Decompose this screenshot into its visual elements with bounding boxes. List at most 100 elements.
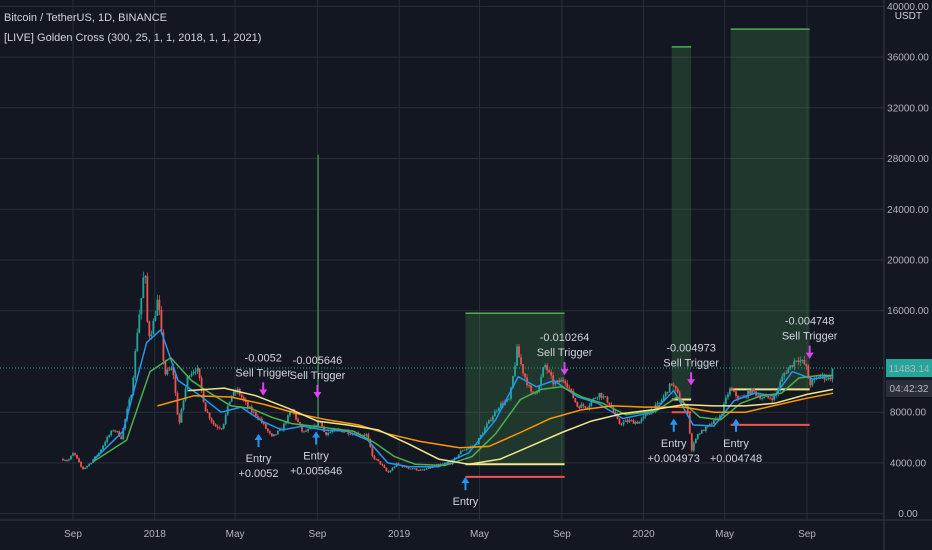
entry-label: Entry: [661, 438, 687, 450]
candle-body: [700, 429, 703, 434]
candle-body: [425, 468, 428, 470]
indicator-legend[interactable]: [LIVE] Golden Cross (300, 25, 1, 1, 2018…: [4, 32, 262, 44]
candle-body: [608, 402, 611, 405]
candle-body: [670, 383, 673, 385]
candle-body: [262, 422, 265, 424]
candle-body: [590, 401, 593, 406]
candle-body: [188, 376, 191, 377]
candle-body: [765, 395, 768, 398]
candle-body: [383, 465, 386, 468]
candle-body: [317, 421, 320, 427]
candle-body: [415, 468, 418, 471]
sell-arrow-icon: [259, 389, 268, 396]
candle-body: [413, 468, 416, 470]
candle-body: [512, 376, 514, 388]
candle-body: [704, 426, 707, 432]
candle-body: [461, 450, 464, 452]
ma-line-1: [92, 328, 834, 468]
candle-body: [242, 397, 245, 400]
candle-body: [230, 395, 233, 402]
candle-body: [172, 367, 175, 376]
candle-body: [554, 382, 557, 385]
candle-body: [708, 423, 711, 426]
candle-body: [735, 391, 737, 397]
candle-body: [721, 413, 723, 416]
candle-body: [365, 434, 368, 436]
candle-body: [686, 406, 689, 414]
candle-body: [305, 430, 307, 432]
candle-body: [206, 411, 209, 413]
symbol-title[interactable]: Bitcoin / TetherUS, 1D, BINANCE: [4, 12, 168, 24]
candle-body: [309, 428, 311, 430]
candle-body: [379, 461, 382, 465]
candle-body: [785, 373, 788, 374]
candle-body: [160, 309, 163, 333]
candle-body: [465, 448, 468, 450]
candle-body: [642, 416, 645, 419]
candle-body: [606, 396, 609, 403]
candle-body: [114, 430, 117, 432]
candle-body: [240, 394, 243, 398]
candle-body: [698, 433, 701, 435]
candle-body: [475, 444, 478, 446]
candle-body: [102, 445, 105, 450]
candle-body: [570, 388, 573, 391]
candle-body: [644, 414, 647, 417]
price-tick-label: 40000.00: [887, 2, 929, 13]
candle-body: [763, 397, 766, 399]
candle-body: [662, 396, 665, 401]
candle-body: [228, 401, 231, 406]
time-tick-label: Sep: [798, 529, 816, 540]
entry-label: Entry: [246, 453, 272, 465]
candle-body: [208, 412, 211, 419]
candle-body: [62, 459, 64, 461]
candle-body: [588, 405, 591, 409]
candle-body: [787, 368, 790, 374]
candle-body: [375, 459, 378, 460]
candle-body: [692, 442, 695, 451]
candle-body: [190, 373, 193, 377]
candle-body: [761, 398, 764, 399]
candle-body: [582, 404, 585, 407]
candle-body: [158, 299, 161, 310]
candle-body: [658, 402, 661, 404]
candle-body: [636, 421, 639, 424]
countdown-label: 04:42:32: [890, 384, 929, 395]
entry-arrow-icon: [461, 477, 470, 484]
candle-body: [266, 428, 269, 432]
candle-body: [268, 431, 271, 434]
candle-body: [321, 422, 324, 427]
candle-body: [118, 431, 121, 437]
candle-body: [556, 380, 559, 383]
candle-body: [811, 379, 814, 386]
time-tick-label: May: [715, 529, 734, 540]
candle-body: [562, 379, 565, 382]
candle-body: [297, 419, 299, 422]
candle-body: [737, 396, 739, 399]
candle-body: [566, 383, 569, 388]
candle-body: [807, 366, 810, 379]
sell-value: -0.004748: [785, 316, 835, 328]
candle-body: [558, 380, 561, 383]
candle-body: [712, 419, 715, 424]
candle-body: [246, 401, 249, 408]
candle-body: [574, 398, 577, 403]
candle-body: [377, 459, 380, 462]
entry-value: +0.005646: [290, 465, 342, 477]
candle-body: [463, 449, 466, 451]
candle-body: [325, 432, 328, 436]
candle-body: [329, 432, 332, 433]
candle-body: [564, 381, 567, 384]
candle-body: [130, 395, 133, 400]
candle-body: [283, 423, 285, 431]
candle-body: [624, 420, 627, 422]
candle-body: [327, 432, 330, 436]
candle-body: [789, 365, 792, 369]
candle-body: [393, 466, 396, 468]
candle-body: [622, 421, 625, 425]
candle-body: [66, 460, 68, 462]
candle-body: [287, 415, 289, 423]
candle-body: [214, 424, 217, 427]
